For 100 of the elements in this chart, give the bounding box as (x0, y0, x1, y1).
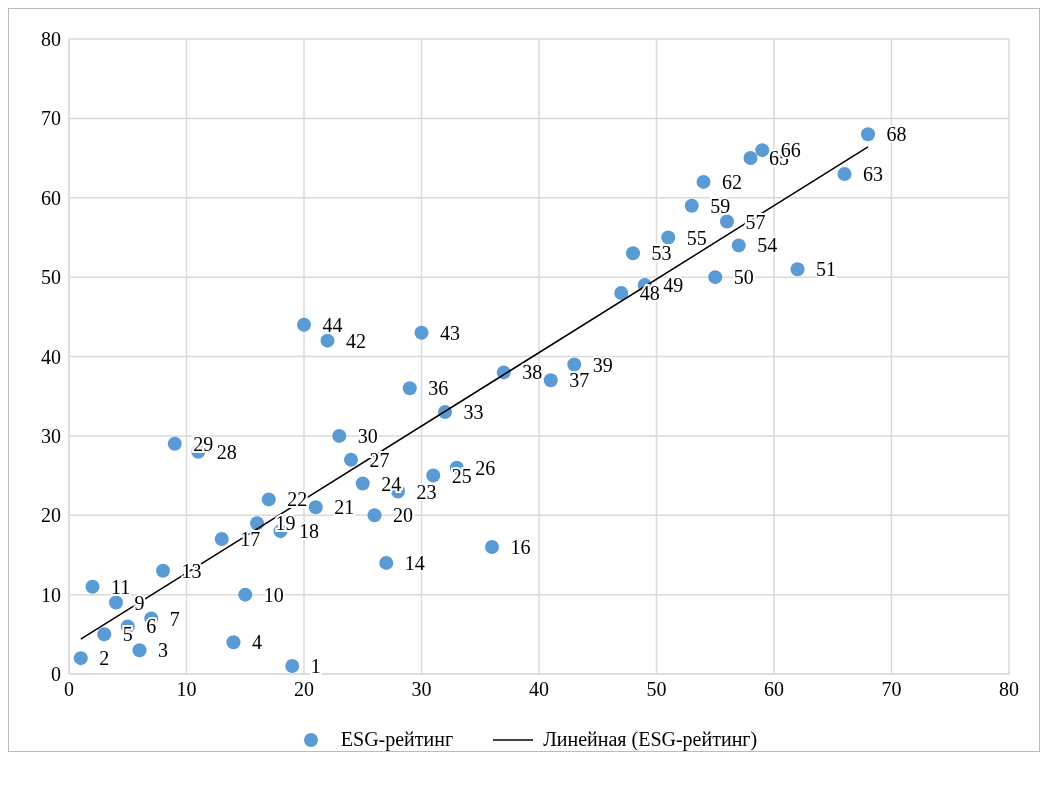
point (250, 516, 264, 531)
point (790, 262, 805, 277)
y-tick-label: 20 (41, 504, 61, 527)
point (344, 452, 358, 467)
data-label: 3 (158, 639, 169, 662)
point (238, 587, 253, 602)
data-label: 62 (722, 170, 743, 193)
point (132, 643, 147, 658)
data-label: 1 (310, 655, 321, 678)
point (743, 151, 758, 166)
data-label: 27 (369, 448, 390, 471)
data-label: 30 (357, 424, 378, 447)
point (379, 555, 394, 570)
point (297, 317, 311, 332)
point (543, 373, 558, 388)
data-label: 53 (651, 242, 672, 265)
point (285, 659, 300, 674)
y-tick-label: 50 (41, 266, 61, 289)
point (720, 214, 734, 229)
data-label: 24 (381, 472, 402, 495)
data-label: 17 (240, 528, 261, 551)
point (332, 428, 347, 443)
y-tick-label: 30 (41, 424, 61, 447)
point (308, 500, 323, 515)
data-label: 59 (710, 194, 731, 217)
data-label: 11 (111, 575, 131, 598)
data-label: 42 (346, 329, 367, 352)
data-label: 7 (169, 607, 180, 630)
legend-label: ESG-рейтинг (340, 728, 454, 751)
data-label: 54 (757, 234, 778, 257)
x-tick-label: 50 (646, 678, 667, 701)
data-label: 57 (745, 210, 766, 233)
point (661, 230, 676, 245)
data-label: 38 (522, 361, 543, 384)
data-label: 63 (863, 163, 884, 186)
data-label: 51 (816, 258, 837, 281)
data-label: 39 (592, 353, 613, 376)
x-tick-label: 70 (881, 678, 902, 701)
x-tick-label: 80 (999, 678, 1019, 701)
data-label: 68 (886, 123, 907, 146)
y-tick-label: 60 (41, 186, 61, 209)
point (426, 468, 441, 483)
x-tick-label: 20 (294, 678, 314, 701)
x-tick-label: 40 (529, 678, 549, 701)
y-tick-label: 0 (51, 663, 61, 686)
point (626, 246, 640, 261)
point (731, 238, 746, 253)
point (167, 436, 182, 451)
point (261, 492, 276, 507)
data-label: 43 (440, 321, 461, 344)
point (755, 143, 770, 158)
point (708, 270, 723, 285)
point (214, 532, 229, 547)
data-label: 2 (99, 647, 110, 670)
point (567, 357, 582, 372)
data-label: 4 (252, 631, 263, 654)
point (355, 476, 370, 491)
point (97, 627, 112, 642)
point (414, 325, 429, 340)
point (109, 595, 123, 610)
y-tick-label: 10 (41, 583, 61, 606)
data-label: 55 (686, 226, 707, 249)
data-label: 19 (275, 512, 296, 535)
point (696, 174, 711, 189)
y-tick-label: 80 (41, 28, 61, 51)
point (861, 127, 875, 142)
x-tick-label: 10 (176, 678, 197, 701)
data-label: 50 (733, 266, 754, 289)
x-tick-label: 30 (411, 678, 432, 701)
data-label: 36 (428, 377, 449, 400)
data-label: 48 (639, 282, 660, 305)
data-label: 16 (510, 536, 531, 559)
point (85, 579, 100, 594)
data-label: 20 (393, 504, 414, 527)
y-tick-label: 70 (41, 107, 61, 130)
data-label: 49 (663, 274, 684, 297)
data-label: 14 (404, 551, 425, 574)
point (837, 166, 852, 181)
data-label: 37 (569, 369, 590, 392)
x-tick-label: 60 (764, 678, 784, 701)
point (614, 286, 629, 300)
data-label: 25 (451, 464, 472, 487)
point (485, 540, 499, 554)
y-tick-label: 40 (41, 345, 61, 368)
data-label: 10 (263, 583, 284, 606)
point (320, 333, 335, 348)
point (684, 198, 699, 213)
data-label: 44 (322, 313, 343, 336)
data-label: 29 (193, 432, 214, 455)
point (156, 563, 170, 578)
point (367, 508, 382, 523)
data-label: 18 (299, 520, 320, 543)
point (402, 381, 417, 396)
data-label: 23 (416, 480, 437, 503)
point (73, 651, 88, 666)
point (226, 635, 241, 650)
data-label: 28 (216, 440, 237, 463)
data-label: 21 (334, 496, 355, 519)
data-label: 33 (463, 401, 484, 424)
data-label: 26 (475, 456, 496, 479)
